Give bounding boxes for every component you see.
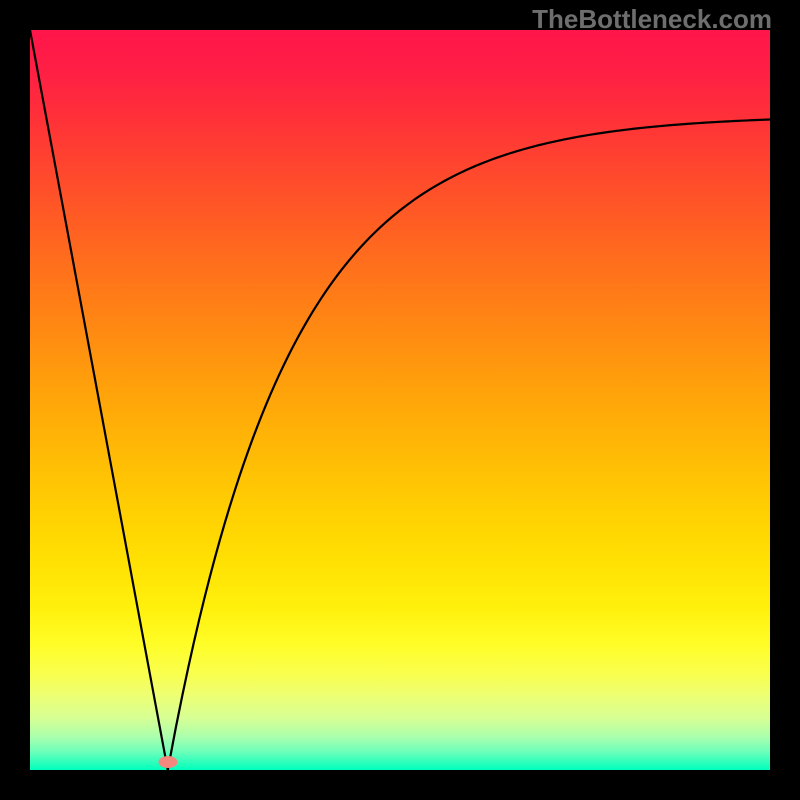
bottleneck-curve: [30, 30, 770, 770]
curve-path: [30, 30, 770, 770]
minimum-marker: [158, 756, 177, 768]
plot-area: [30, 30, 770, 770]
watermark-text: TheBottleneck.com: [532, 4, 772, 35]
